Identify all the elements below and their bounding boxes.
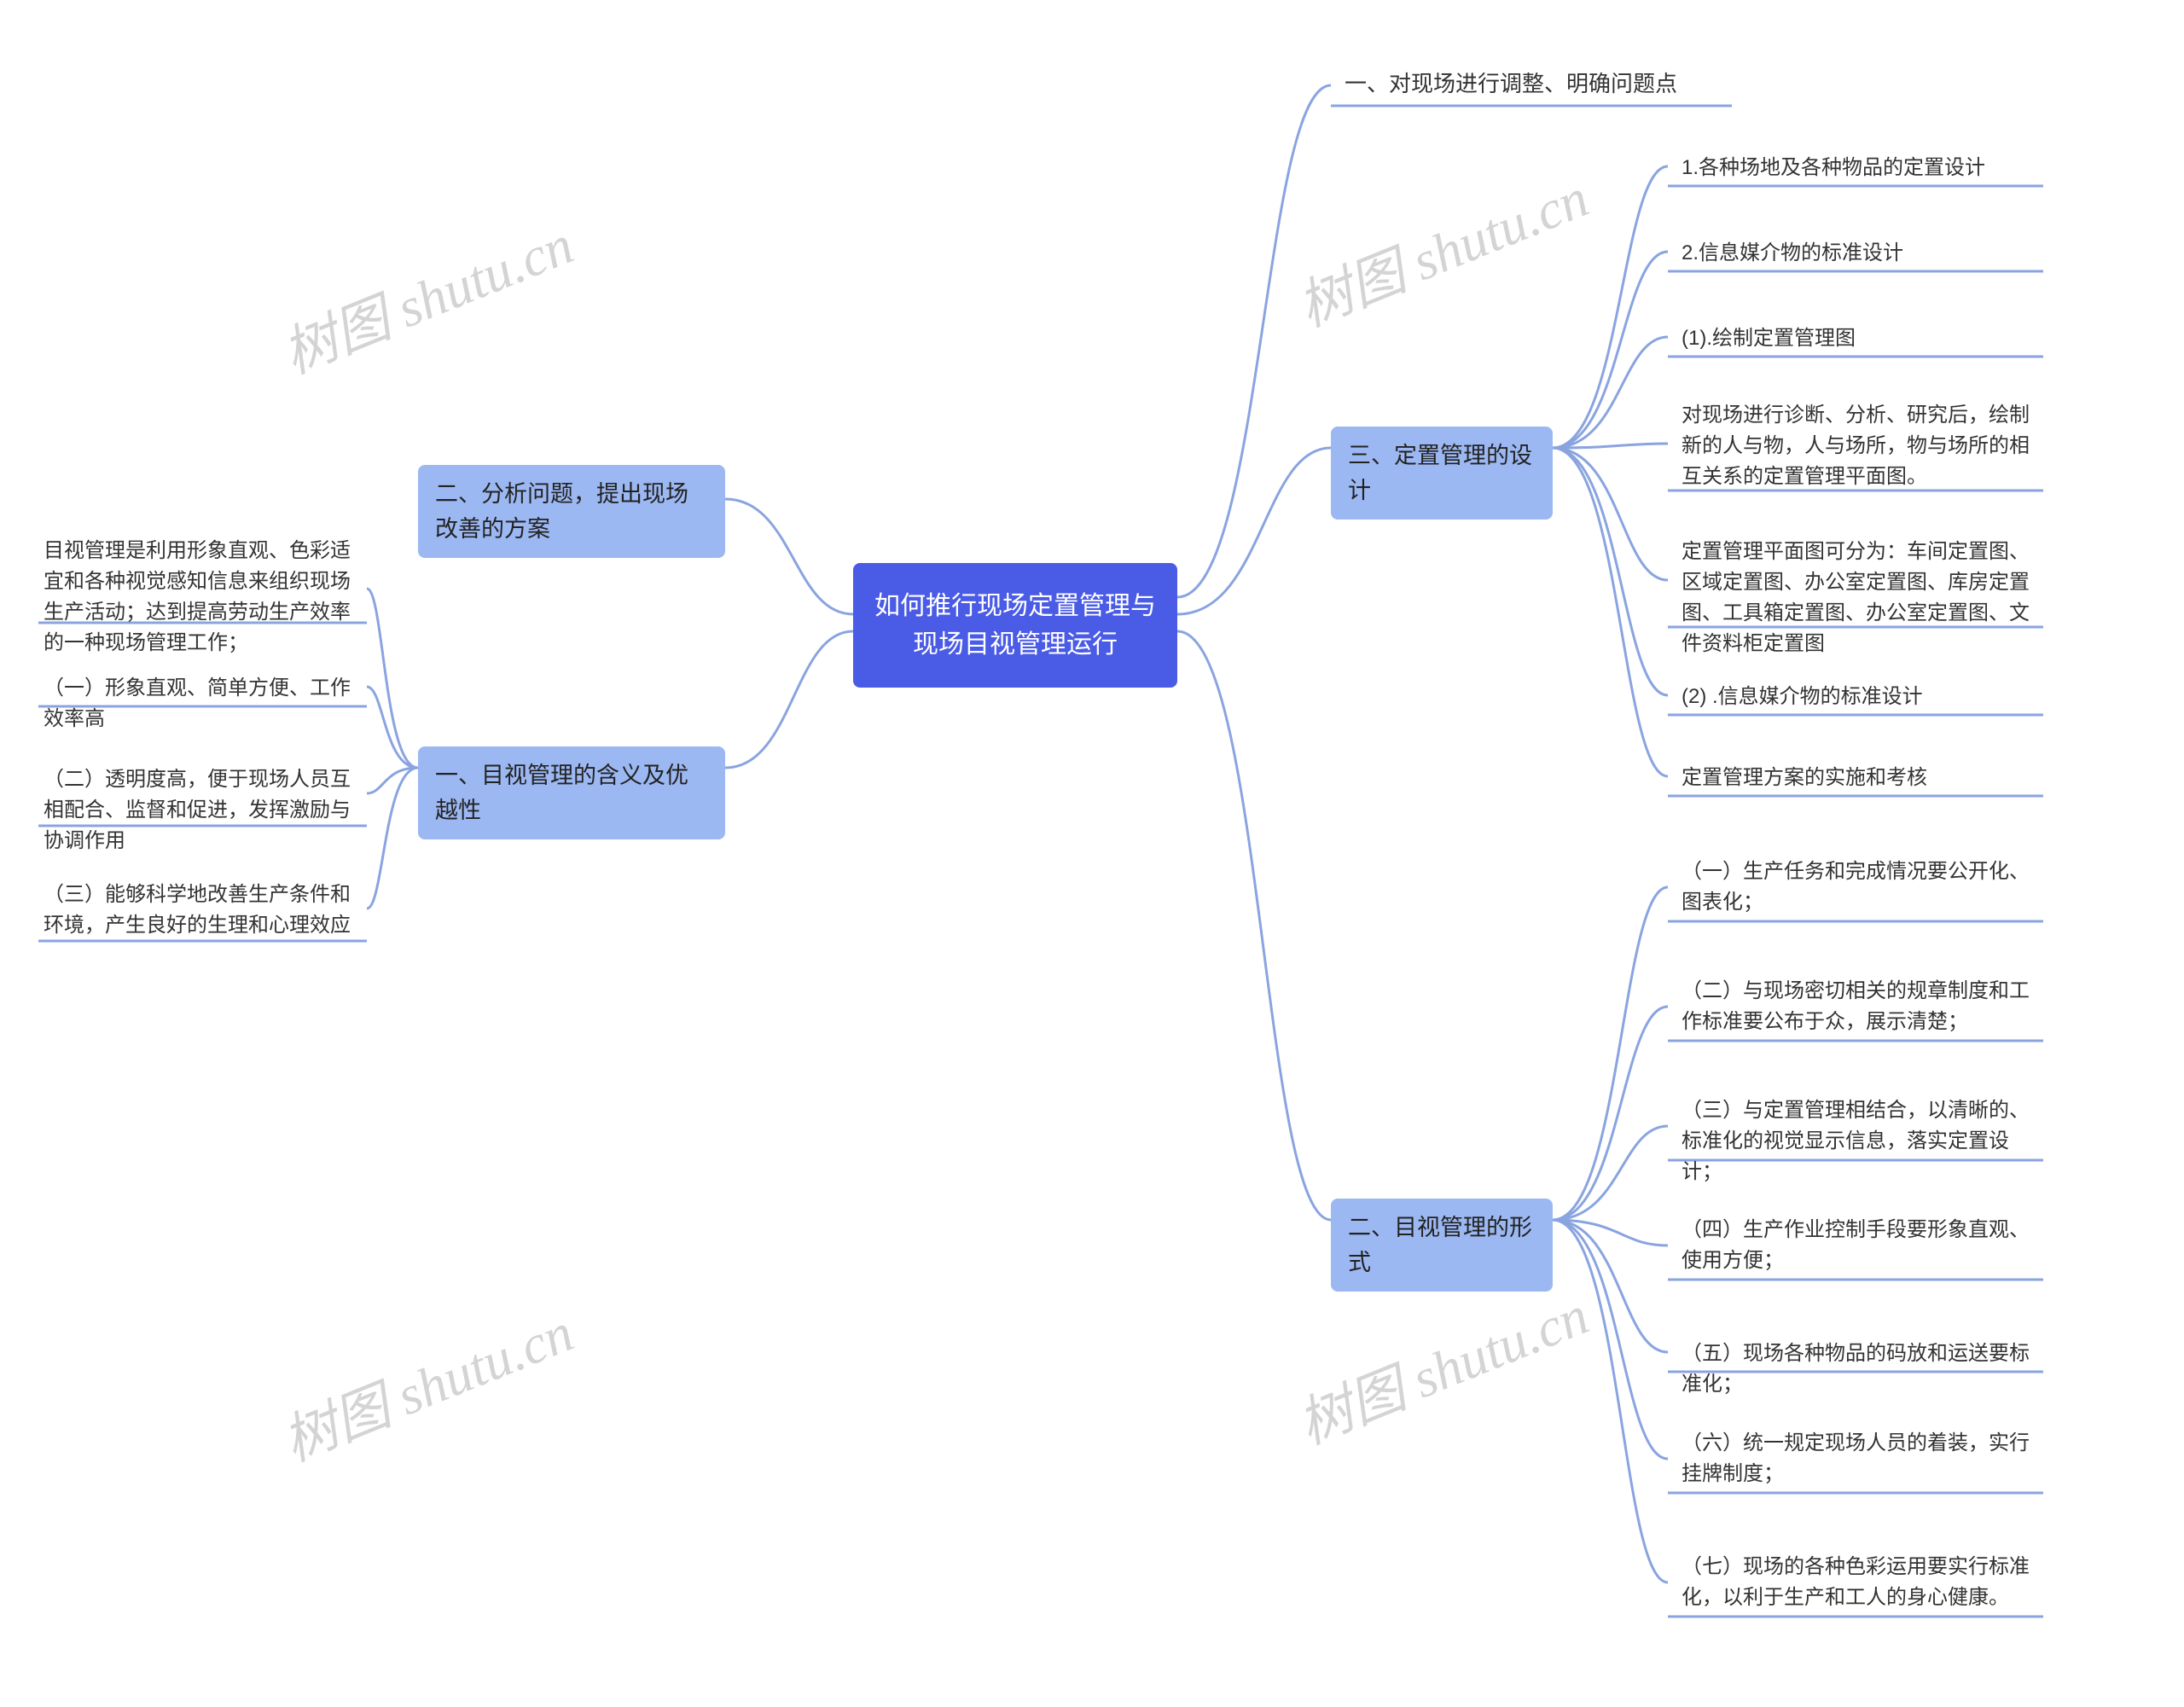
right-branch-visual-mgmt-form[interactable]: 二、目视管理的形式 <box>1331 1199 1553 1292</box>
right-leaf: 1.各种场地及各种物品的定置设计 <box>1676 149 2035 187</box>
right-leaf: （七）现场的各种色彩运用要实行标准化，以利于生产和工人的身心健康。 <box>1676 1548 2035 1617</box>
right-leaf: （三）与定置管理相结合，以清晰的、标准化的视觉显示信息，落实定置设计； <box>1676 1092 2035 1191</box>
left-leaf: （三）能够科学地改善生产条件和环境，产生良好的生理和心理效应 <box>38 876 363 944</box>
right-leaf: 2.信息媒介物的标准设计 <box>1676 235 2035 272</box>
right-leaf: (1).绘制定置管理图 <box>1676 320 2035 357</box>
right-branch-adjust-site[interactable]: 一、对现场进行调整、明确问题点 <box>1339 64 1698 104</box>
watermark: 树图 shutu.cn <box>1285 1272 1598 1460</box>
right-leaf: 定置管理方案的实施和考核 <box>1676 759 2035 797</box>
left-branch-visual-mgmt-meaning[interactable]: 一、目视管理的含义及优越性 <box>418 746 725 839</box>
right-leaf: （四）生产作业控制手段要形象直观、使用方便； <box>1676 1211 2035 1280</box>
left-leaf: （一）形象直观、简单方便、工作效率高 <box>38 670 363 738</box>
right-leaf: （六）统一规定现场人员的着装，实行挂牌制度； <box>1676 1425 2035 1493</box>
watermark: 树图 shutu.cn <box>270 1289 583 1477</box>
right-leaf: (2) .信息媒介物的标准设计 <box>1676 678 2035 716</box>
right-branch-design[interactable]: 三、定置管理的设计 <box>1331 427 1553 520</box>
left-leaf: 目视管理是利用形象直观、色彩适宜和各种视觉感知信息来组织现场生产活动；达到提高劳… <box>38 532 363 662</box>
watermark: 树图 shutu.cn <box>270 201 583 389</box>
left-leaf: （二）透明度高，便于现场人员互相配合、监督和促进，发挥激励与协调作用 <box>38 761 363 860</box>
root-node[interactable]: 如何推行现场定置管理与现场目视管理运行 <box>853 563 1177 688</box>
right-leaf: 定置管理平面图可分为：车间定置图、区域定置图、办公室定置图、库房定置图、工具箱定… <box>1676 533 2035 663</box>
right-leaf: （一）生产任务和完成情况要公开化、图表化； <box>1676 853 2035 921</box>
left-branch-analysis[interactable]: 二、分析问题，提出现场改善的方案 <box>418 465 725 558</box>
right-leaf: （二）与现场密切相关的规章制度和工作标准要公布于众，展示清楚； <box>1676 973 2035 1041</box>
right-leaf: 对现场进行诊断、分析、研究后，绘制新的人与物，人与场所，物与场所的相互关系的定置… <box>1676 397 2035 496</box>
right-leaf: （五）现场各种物品的码放和运送要标准化； <box>1676 1335 2035 1403</box>
watermark: 树图 shutu.cn <box>1285 154 1598 342</box>
